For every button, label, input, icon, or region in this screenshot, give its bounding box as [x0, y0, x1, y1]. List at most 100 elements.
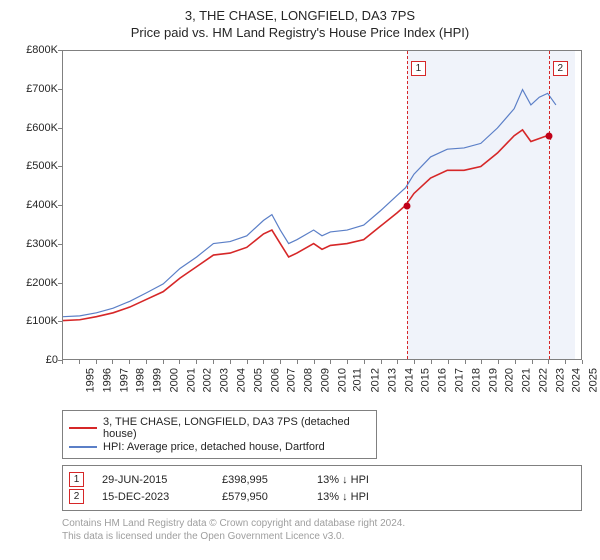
x-tick [532, 360, 533, 364]
x-axis-label: 2005 [252, 368, 264, 392]
transaction-price-dot [545, 133, 552, 140]
y-tick [58, 166, 62, 167]
x-tick [448, 360, 449, 364]
x-tick [548, 360, 549, 364]
x-tick [129, 360, 130, 364]
y-tick [58, 50, 62, 51]
x-axis-label: 2000 [168, 368, 180, 392]
x-axis-label: 2021 [521, 368, 533, 392]
transaction-pct: 13% ↓ HPI [317, 491, 417, 503]
x-tick [431, 360, 432, 364]
footer-line-1: Contains HM Land Registry data © Crown c… [62, 517, 590, 530]
transaction-marker-number: 1 [411, 61, 426, 76]
series-line [63, 130, 551, 321]
x-axis-label: 2007 [286, 368, 298, 392]
y-axis-label: £700K [26, 83, 58, 95]
y-axis-label: £500K [26, 160, 58, 172]
transaction-price: £398,995 [222, 474, 317, 486]
transaction-row: 2 15-DEC-2023£579,95013% ↓ HPI [69, 489, 575, 504]
legend-label: 3, THE CHASE, LONGFIELD, DA3 7PS (detach… [103, 416, 370, 440]
series-line [63, 90, 556, 317]
transaction-row-marker: 2 [69, 489, 84, 504]
x-tick [330, 360, 331, 364]
x-tick [498, 360, 499, 364]
x-axis-label: 2001 [185, 368, 197, 392]
x-tick [582, 360, 583, 364]
x-tick [515, 360, 516, 364]
x-axis-label: 2019 [487, 368, 499, 392]
x-axis-label: 1995 [84, 368, 96, 392]
transaction-date: 15-DEC-2023 [102, 491, 222, 503]
x-axis-label: 2006 [269, 368, 281, 392]
legend-swatch [69, 446, 97, 447]
x-tick [481, 360, 482, 364]
x-tick [347, 360, 348, 364]
x-axis-label: 2014 [403, 368, 415, 392]
x-axis-label: 2022 [537, 368, 549, 392]
y-tick [58, 283, 62, 284]
y-axis-label: £400K [26, 199, 58, 211]
x-tick [465, 360, 466, 364]
x-tick [247, 360, 248, 364]
x-axis-label: 2016 [437, 368, 449, 392]
transaction-row-marker: 1 [69, 472, 84, 487]
x-axis-label: 2017 [454, 368, 466, 392]
x-axis-label: 2010 [336, 368, 348, 392]
transaction-price-dot [403, 203, 410, 210]
transaction-row: 1 29-JUN-2015£398,99513% ↓ HPI [69, 472, 575, 487]
footer-attribution: Contains HM Land Registry data © Crown c… [62, 517, 590, 543]
y-axis-label: £600K [26, 122, 58, 134]
x-axis-label: 1999 [152, 368, 164, 392]
x-tick [297, 360, 298, 364]
legend-label: HPI: Average price, detached house, Dart… [103, 441, 325, 453]
transaction-pct: 13% ↓ HPI [317, 474, 417, 486]
x-axis-label: 1997 [118, 368, 130, 392]
x-axis-label: 2008 [303, 368, 315, 392]
x-tick [565, 360, 566, 364]
legend-row: HPI: Average price, detached house, Dart… [69, 441, 370, 453]
x-axis-label: 2003 [219, 368, 231, 392]
x-tick [364, 360, 365, 364]
y-axis-label: £0 [46, 354, 58, 366]
x-axis-label: 2011 [352, 368, 364, 392]
x-axis-label: 1998 [135, 368, 147, 392]
y-axis-label: £800K [26, 44, 58, 56]
y-tick [58, 205, 62, 206]
transaction-price: £579,950 [222, 491, 317, 503]
x-axis-label: 2018 [470, 368, 482, 392]
x-tick [79, 360, 80, 364]
x-tick [280, 360, 281, 364]
x-tick [230, 360, 231, 364]
chart-area: 12 £0£100K£200K£300K£400K£500K£600K£700K… [10, 46, 590, 406]
transactions-box: 1 29-JUN-2015£398,99513% ↓ HPI 2 15-DEC-202… [62, 465, 582, 511]
y-tick [58, 321, 62, 322]
x-axis-label: 2024 [571, 368, 583, 392]
x-tick [96, 360, 97, 364]
x-tick [112, 360, 113, 364]
x-tick [397, 360, 398, 364]
legend-swatch [69, 427, 97, 429]
transaction-marker-line [549, 51, 550, 359]
y-axis-label: £200K [26, 277, 58, 289]
y-tick [58, 244, 62, 245]
x-axis-label: 2025 [588, 368, 600, 392]
y-axis-label: £300K [26, 238, 58, 250]
y-tick [58, 128, 62, 129]
x-tick [314, 360, 315, 364]
x-tick [146, 360, 147, 364]
legend-row: 3, THE CHASE, LONGFIELD, DA3 7PS (detach… [69, 416, 370, 440]
chart-subtitle: Price paid vs. HM Land Registry's House … [10, 25, 590, 40]
footer-line-2: This data is licensed under the Open Gov… [62, 530, 590, 543]
chart-container: 3, THE CHASE, LONGFIELD, DA3 7PS Price p… [0, 0, 600, 551]
transaction-date: 29-JUN-2015 [102, 474, 222, 486]
x-tick [163, 360, 164, 364]
y-axis-label: £100K [26, 315, 58, 327]
chart-title: 3, THE CHASE, LONGFIELD, DA3 7PS [10, 8, 590, 23]
x-axis-label: 2015 [420, 368, 432, 392]
x-axis-label: 2013 [386, 368, 398, 392]
x-axis-label: 2020 [504, 368, 516, 392]
x-axis-label: 2004 [235, 368, 247, 392]
x-tick [179, 360, 180, 364]
legend-box: 3, THE CHASE, LONGFIELD, DA3 7PS (detach… [62, 410, 377, 459]
y-tick [58, 89, 62, 90]
